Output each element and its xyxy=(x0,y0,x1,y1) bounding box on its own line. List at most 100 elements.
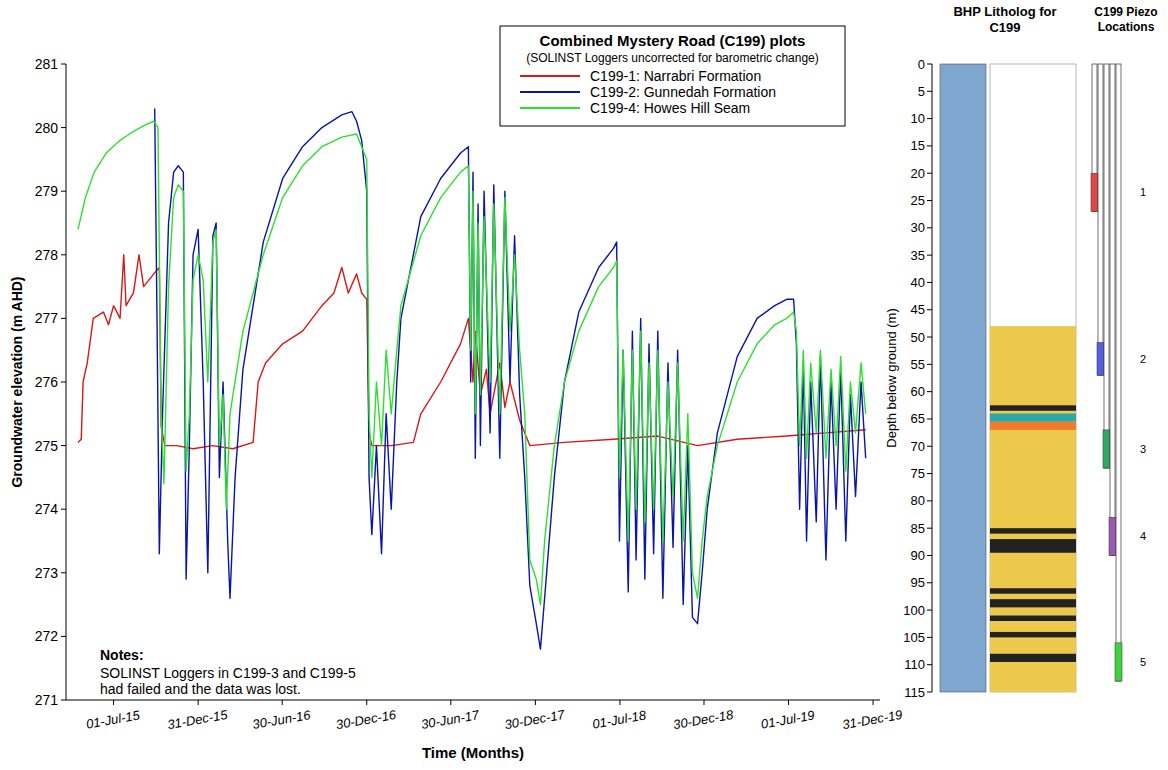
depth-tick-label: 80 xyxy=(911,493,925,508)
depth-tick xyxy=(927,200,932,201)
depth-tick xyxy=(927,145,932,146)
x-tick-label: 01-Jul-19 xyxy=(760,707,816,731)
x-axis-title: Time (Months) xyxy=(422,744,524,761)
x-tick-label: 30-Jun-17 xyxy=(420,707,481,732)
lithology-interval xyxy=(990,599,1076,607)
y-tick xyxy=(61,572,66,573)
lithology-interval xyxy=(990,588,1076,593)
y-tick xyxy=(61,700,66,701)
depth-tick-label: 40 xyxy=(911,275,925,290)
y-tick xyxy=(61,254,66,255)
y-axis-title: Groundwater elevation (m AHD) xyxy=(9,276,25,487)
depth-tick-label: 25 xyxy=(911,193,925,208)
piezo-tube xyxy=(1110,64,1115,555)
y-tick-label: 275 xyxy=(35,438,59,454)
depth-tick-label: 60 xyxy=(911,384,925,399)
depth-tick xyxy=(927,418,932,419)
x-tick xyxy=(535,700,536,705)
legend-box xyxy=(500,26,845,126)
depth-tick xyxy=(927,692,932,693)
text-line: Locations xyxy=(1098,20,1155,34)
depth-tick-label: 105 xyxy=(903,630,925,645)
x-tick-label: 01-Jul-18 xyxy=(591,707,648,731)
notes-line: SOLINST Loggers in C199-3 and C199-5 xyxy=(100,665,356,681)
depth-tick-label: 110 xyxy=(904,657,925,672)
depth-tick-label: 65 xyxy=(911,411,925,426)
y-tick-label: 273 xyxy=(35,565,59,581)
legend-label: C199-1: Narrabri Formation xyxy=(590,68,761,84)
lithology-interval xyxy=(990,616,1076,621)
x-axis xyxy=(66,700,880,701)
x-tick xyxy=(619,700,620,705)
x-tick-label: 30-Jun-16 xyxy=(251,707,312,732)
x-tick-label: 30-Dec-16 xyxy=(335,707,398,732)
y-tick xyxy=(61,382,66,383)
piezo-tube xyxy=(1098,64,1103,375)
depth-tick xyxy=(927,282,932,283)
x-tick-label: 31-Dec-19 xyxy=(841,707,903,732)
depth-axis-title: Depth below ground (m) xyxy=(884,308,899,447)
depth-tick-label: 55 xyxy=(911,357,925,372)
legend-swatch xyxy=(520,91,580,93)
depth-tick xyxy=(927,500,932,501)
depth-tick-label: 70 xyxy=(911,439,925,454)
series-line xyxy=(155,109,866,650)
legend-label: C199-2: Gunnedah Formation xyxy=(590,84,776,100)
depth-tick xyxy=(927,473,932,474)
depth-tick-label: 50 xyxy=(911,330,925,345)
text-line: C199 Piezo xyxy=(1094,5,1157,19)
piezo-label: 4 xyxy=(1140,530,1146,542)
x-tick xyxy=(788,700,789,705)
y-tick-label: 281 xyxy=(35,56,59,72)
x-tick xyxy=(703,700,704,705)
y-tick xyxy=(61,64,66,65)
lithology-interval xyxy=(990,326,1076,692)
depth-tick xyxy=(927,364,932,365)
depth-tick xyxy=(927,255,932,256)
x-tick-label: 01-Jul-15 xyxy=(85,707,142,731)
depth-tick-label: 85 xyxy=(911,521,925,536)
y-tick-label: 276 xyxy=(35,374,59,390)
legend-subtitle: (SOLINST Loggers uncorrected for baromet… xyxy=(526,51,819,65)
y-tick xyxy=(61,318,66,319)
x-tick xyxy=(282,700,283,705)
piezo-label: 5 xyxy=(1140,656,1146,668)
depth-tick xyxy=(927,582,932,583)
depth-tick xyxy=(927,173,932,174)
depth-tick xyxy=(927,637,932,638)
piezo-screen xyxy=(1103,430,1110,468)
y-tick xyxy=(61,509,66,510)
lithology-interval xyxy=(990,632,1076,637)
y-tick xyxy=(61,191,66,192)
y-tick xyxy=(61,445,66,446)
x-tick xyxy=(366,700,367,705)
strat-column xyxy=(990,64,1076,692)
depth-tick-label: 115 xyxy=(904,685,925,700)
depth-tick xyxy=(927,91,932,92)
log-column xyxy=(940,64,986,692)
depth-tick xyxy=(927,337,932,338)
y-tick-label: 280 xyxy=(35,120,59,136)
depth-tick-label: 15 xyxy=(911,138,925,153)
depth-tick-label: 10 xyxy=(911,111,925,126)
x-tick xyxy=(450,700,451,705)
piezo-label: 3 xyxy=(1140,443,1146,455)
litholog-title: BHP Litholog forC199 xyxy=(953,4,1056,35)
depth-tick xyxy=(927,391,932,392)
depth-tick xyxy=(927,64,932,65)
depth-tick-label: 0 xyxy=(918,57,925,72)
x-tick-label: 30-Dec-17 xyxy=(503,707,566,732)
piezo-screen xyxy=(1109,517,1116,555)
depth-tick-label: 100 xyxy=(903,603,925,618)
piezo-title: C199 PiezoLocations xyxy=(1094,5,1157,34)
y-tick-label: 272 xyxy=(35,628,59,644)
lithology-interval xyxy=(990,539,1076,553)
piezo-tube xyxy=(1116,64,1121,681)
piezo-screen xyxy=(1115,643,1122,681)
lithology-interval xyxy=(990,422,1076,430)
legend-title: Combined Mystery Road (C199) plots xyxy=(540,32,806,49)
depth-tick xyxy=(927,309,932,310)
y-tick-label: 278 xyxy=(35,247,59,263)
piezo-tube xyxy=(1092,64,1097,211)
depth-tick-label: 5 xyxy=(918,84,925,99)
